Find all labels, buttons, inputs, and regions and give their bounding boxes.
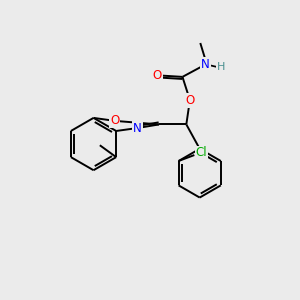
Text: O: O xyxy=(110,114,120,128)
Text: N: N xyxy=(133,122,142,134)
Text: H: H xyxy=(217,62,225,72)
Text: N: N xyxy=(201,58,210,71)
Text: O: O xyxy=(185,94,194,106)
Text: O: O xyxy=(153,69,162,82)
Text: Cl: Cl xyxy=(196,146,207,160)
